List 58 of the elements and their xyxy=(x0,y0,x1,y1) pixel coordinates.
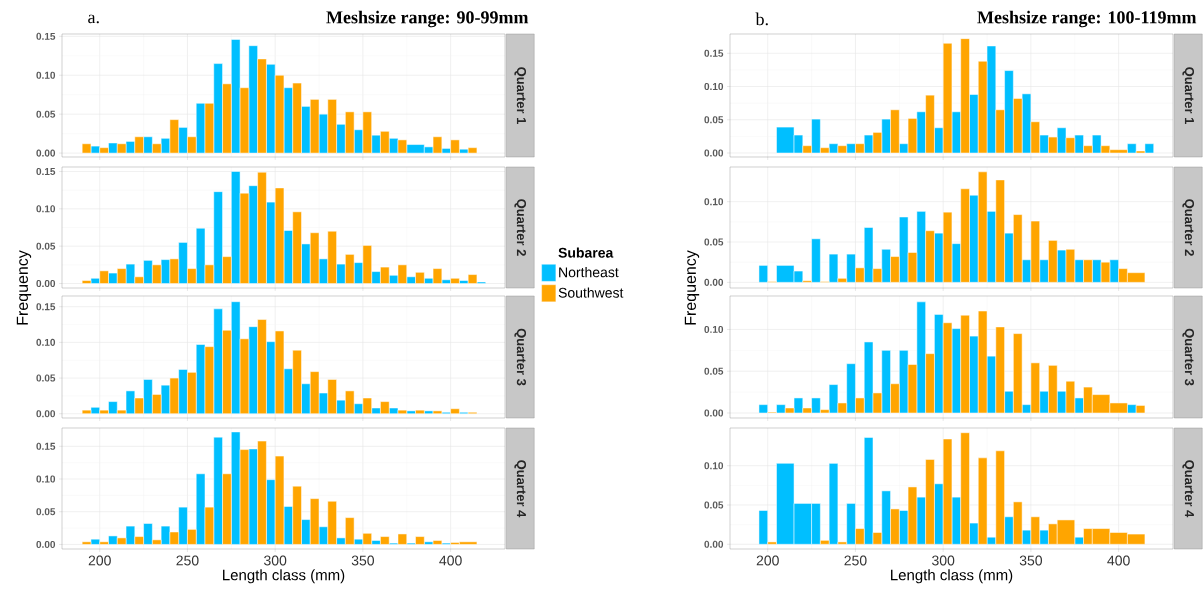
x-tick-label: 300 xyxy=(932,555,955,566)
y-tick-label: 0.00 xyxy=(704,149,724,157)
y-tick-label: 0.15 xyxy=(36,442,56,450)
y-tick-label: 0.15 xyxy=(36,32,56,40)
x-tick-label: 200 xyxy=(88,555,111,566)
y-tick-label: 0.00 xyxy=(36,149,56,157)
x-tick-label: 250 xyxy=(176,555,199,566)
y2-axis-title: Quarter 3 xyxy=(514,328,527,386)
y-tick-label: 0.05 xyxy=(704,238,724,246)
y-tick-label: 0.10 xyxy=(36,475,56,483)
y-tick-label: 0.00 xyxy=(36,410,56,418)
y2-axis-title: Quarter 2 xyxy=(1182,199,1195,256)
legend-title: Subarea xyxy=(558,247,614,258)
x-tick-label: 300 xyxy=(264,555,287,566)
y-tick-label: 0.05 xyxy=(704,367,724,375)
y2-axis-title: Quarter 4 xyxy=(1182,460,1195,518)
y-tick-label: 0.05 xyxy=(36,110,56,118)
x-tick-label: 400 xyxy=(1107,555,1130,566)
y-tick-label: 0.10 xyxy=(704,82,724,91)
x-tick-label: 400 xyxy=(439,555,462,566)
y2-axis-title: Quarter 1 xyxy=(1182,67,1195,125)
legend-label: Southwest xyxy=(558,287,624,298)
y2-axis-title: Quarter 1 xyxy=(514,67,527,125)
x-tick-label: 350 xyxy=(1019,555,1043,566)
y-tick-label: 0.15 xyxy=(704,49,724,57)
y-tick-label: 0.05 xyxy=(36,242,56,250)
y-tick-label: 0.00 xyxy=(704,540,724,548)
y-tick-label: 0.15 xyxy=(36,167,56,176)
text: b. xyxy=(755,12,768,26)
y-axis-title: Frequency xyxy=(16,250,32,325)
y-tick-label: 0.05 xyxy=(704,501,724,509)
legend-label: Northeast xyxy=(559,266,619,278)
x-tick-label: 250 xyxy=(844,555,867,566)
y-tick-label: 0.00 xyxy=(36,279,56,288)
y-tick-label: 0.15 xyxy=(36,303,56,311)
x-axis-title: Length class (mm) xyxy=(223,569,345,584)
x-tick-label: 200 xyxy=(756,555,779,566)
y-tick-label: 0.05 xyxy=(36,374,56,382)
y-tick-label: 0.05 xyxy=(36,508,56,516)
text: Meshsize range: 90-99mm xyxy=(326,10,529,28)
y2-axis-title: Quarter 3 xyxy=(1182,328,1195,386)
y-tick-label: 0.10 xyxy=(704,462,724,470)
y-tick-label: 0.05 xyxy=(704,116,724,124)
x-tick-label: 350 xyxy=(351,555,375,566)
y2-axis-title: Quarter 2 xyxy=(514,199,527,256)
text: Meshsize range: 100-119mm xyxy=(977,10,1197,28)
x-axis-title: Length class (mm) xyxy=(891,569,1013,584)
y-tick-label: 0.10 xyxy=(36,205,56,213)
y-tick-label: 0.00 xyxy=(704,278,724,286)
y-tick-label: 0.00 xyxy=(36,540,56,548)
y2-axis-title: Quarter 4 xyxy=(514,460,527,518)
y-tick-label: 0.00 xyxy=(704,409,724,417)
text: a. xyxy=(88,14,99,24)
y-tick-label: 0.10 xyxy=(704,325,724,333)
y-tick-label: 0.10 xyxy=(704,198,724,206)
y-axis-title: Frequency xyxy=(684,250,700,325)
y-tick-label: 0.10 xyxy=(36,338,56,346)
y-tick-label: 0.10 xyxy=(36,71,56,79)
